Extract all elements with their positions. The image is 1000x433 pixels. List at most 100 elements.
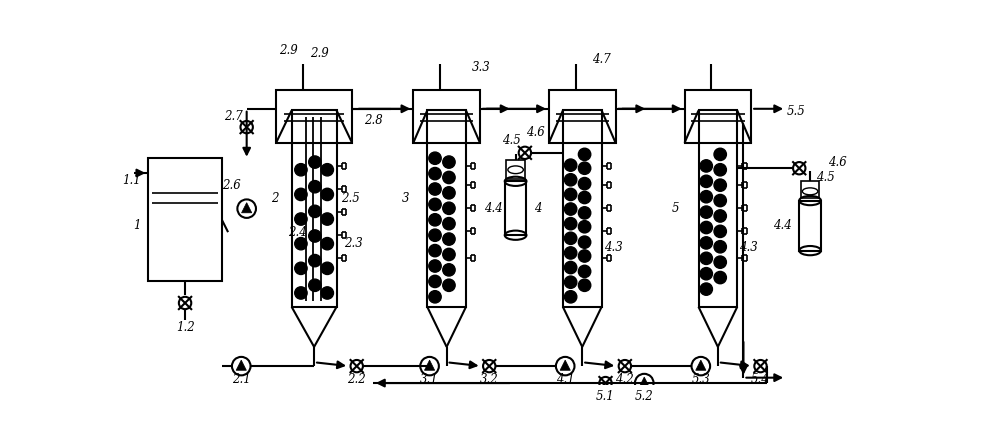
Text: 2.9: 2.9 — [310, 47, 329, 60]
Text: 5.5: 5.5 — [787, 105, 806, 118]
Polygon shape — [639, 377, 649, 387]
Circle shape — [443, 233, 455, 245]
Circle shape — [564, 203, 577, 215]
Circle shape — [443, 279, 455, 291]
Text: 3.1: 3.1 — [420, 374, 439, 387]
Bar — [563, 110, 602, 307]
Circle shape — [700, 221, 712, 234]
Circle shape — [714, 179, 726, 191]
Circle shape — [714, 194, 726, 207]
Circle shape — [429, 229, 441, 241]
Polygon shape — [236, 360, 246, 370]
Bar — [427, 110, 466, 307]
Circle shape — [564, 159, 577, 171]
Circle shape — [700, 252, 712, 265]
Circle shape — [443, 217, 455, 230]
Circle shape — [443, 248, 455, 261]
Circle shape — [714, 271, 726, 284]
Text: 1.1: 1.1 — [122, 174, 141, 187]
Circle shape — [295, 164, 307, 176]
Circle shape — [578, 162, 591, 174]
Circle shape — [429, 291, 441, 303]
Circle shape — [309, 181, 321, 193]
Circle shape — [564, 188, 577, 200]
Circle shape — [578, 279, 591, 291]
Circle shape — [564, 262, 577, 274]
Circle shape — [714, 241, 726, 253]
Polygon shape — [560, 360, 570, 370]
Text: 4.6: 4.6 — [828, 155, 847, 168]
Circle shape — [309, 279, 321, 291]
Circle shape — [295, 262, 307, 275]
Circle shape — [295, 287, 307, 299]
Text: 1: 1 — [134, 220, 141, 233]
Text: 1.2: 1.2 — [176, 321, 194, 334]
Bar — [276, 90, 352, 143]
Text: 5.3: 5.3 — [691, 374, 710, 387]
Circle shape — [564, 291, 577, 303]
Circle shape — [578, 250, 591, 262]
Circle shape — [700, 283, 712, 295]
Bar — [698, 110, 737, 307]
Circle shape — [295, 188, 307, 200]
Circle shape — [429, 152, 441, 165]
Circle shape — [309, 230, 321, 242]
Polygon shape — [242, 203, 252, 213]
Text: 5.2: 5.2 — [635, 391, 654, 404]
Circle shape — [443, 264, 455, 276]
Circle shape — [295, 238, 307, 250]
Text: 4.5: 4.5 — [502, 134, 521, 147]
Text: 2.8: 2.8 — [364, 114, 383, 127]
Text: 2.9: 2.9 — [279, 44, 298, 57]
Text: 4.4: 4.4 — [773, 219, 792, 232]
Circle shape — [321, 262, 333, 275]
Circle shape — [443, 187, 455, 199]
Circle shape — [714, 210, 726, 222]
Circle shape — [429, 198, 441, 210]
Circle shape — [429, 183, 441, 195]
Text: 2: 2 — [271, 192, 278, 205]
Circle shape — [564, 174, 577, 186]
Circle shape — [443, 171, 455, 184]
Bar — [505, 181, 526, 235]
Text: 3: 3 — [402, 192, 409, 205]
Text: 2.5: 2.5 — [341, 192, 360, 205]
Circle shape — [714, 164, 726, 176]
Text: 4.6: 4.6 — [526, 126, 544, 139]
Circle shape — [700, 175, 712, 187]
Circle shape — [714, 225, 726, 238]
Circle shape — [321, 287, 333, 299]
Circle shape — [700, 191, 712, 203]
Circle shape — [321, 164, 333, 176]
Circle shape — [578, 220, 591, 233]
Text: 2.3: 2.3 — [344, 237, 363, 251]
Circle shape — [429, 260, 441, 272]
Text: 3.3: 3.3 — [472, 61, 491, 74]
Text: 2.2: 2.2 — [347, 374, 366, 387]
Circle shape — [578, 207, 591, 219]
Circle shape — [429, 213, 441, 226]
Bar — [801, 181, 819, 198]
Circle shape — [564, 276, 577, 288]
Circle shape — [700, 268, 712, 280]
Circle shape — [578, 178, 591, 190]
Circle shape — [295, 213, 307, 225]
Circle shape — [700, 206, 712, 218]
Circle shape — [429, 275, 441, 288]
Circle shape — [429, 168, 441, 180]
Circle shape — [714, 148, 726, 161]
Bar — [799, 200, 821, 251]
Circle shape — [714, 256, 726, 268]
Text: 4.2: 4.2 — [616, 374, 634, 387]
Text: 2.7: 2.7 — [224, 110, 243, 123]
Text: 2.4: 2.4 — [288, 226, 307, 239]
Circle shape — [564, 232, 577, 245]
Polygon shape — [424, 360, 435, 370]
Circle shape — [578, 236, 591, 248]
Circle shape — [443, 156, 455, 168]
Text: 4.1: 4.1 — [556, 374, 575, 387]
Text: 5.1: 5.1 — [596, 391, 615, 404]
Polygon shape — [696, 360, 706, 370]
Circle shape — [321, 238, 333, 250]
Circle shape — [321, 188, 333, 200]
